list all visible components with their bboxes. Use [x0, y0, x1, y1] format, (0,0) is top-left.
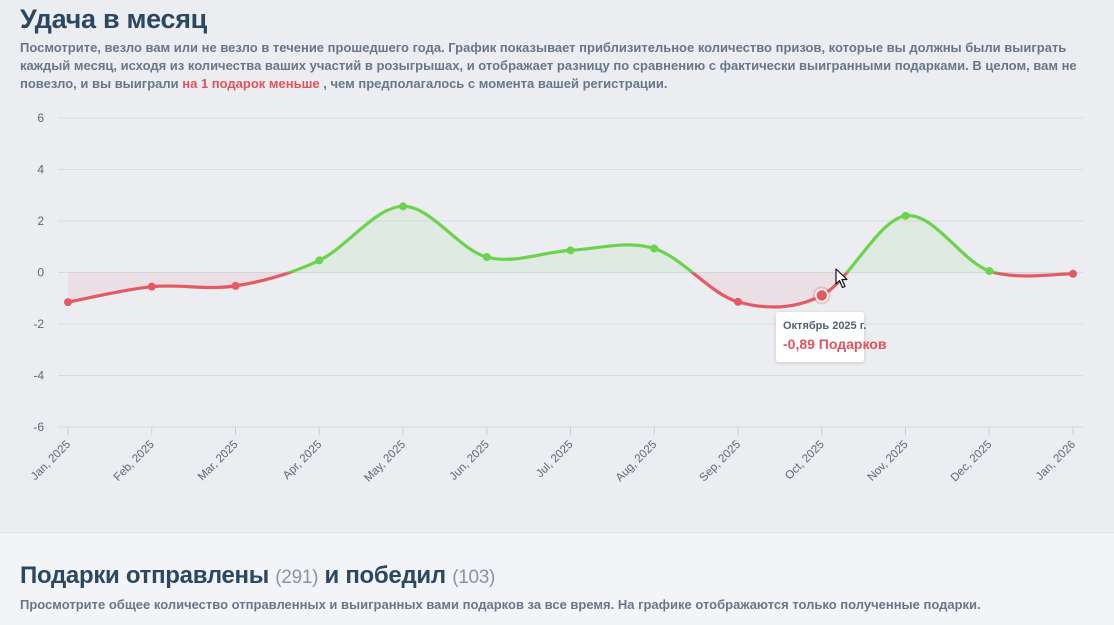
data-point[interactable]: [315, 256, 324, 265]
y-tick-label: 4: [37, 163, 44, 177]
data-point[interactable]: [901, 211, 910, 220]
x-tick-label: Jan, 2026: [1034, 439, 1078, 483]
positive-area: [68, 206, 1073, 273]
data-point[interactable]: [147, 282, 156, 291]
chart-tooltip: Октябрь 2025 г. -0,89 Подарков: [776, 312, 886, 362]
gifts-section-description: Просмотрите общее количество отправленны…: [20, 597, 981, 612]
gifts-sent-label: Подарки отправлены: [20, 562, 269, 589]
x-tick-label: Feb, 2025: [112, 439, 157, 484]
data-point[interactable]: [566, 246, 575, 255]
mouse-cursor-icon: [835, 268, 848, 289]
data-point-hover[interactable]: [815, 288, 829, 303]
x-tick-label: May, 2025: [362, 439, 408, 485]
y-axis: 6 4 2 0 -2 -4 -6: [33, 111, 44, 434]
gifts-won-label: и победил: [324, 562, 447, 589]
y-tick-label: 2: [37, 214, 44, 228]
y-tick-label: -4: [33, 369, 44, 383]
x-tick-label: Oct, 2025: [783, 439, 827, 483]
gifts-sent-count: (291): [275, 567, 319, 588]
x-axis: Jan, 2025 Feb, 2025 Mar, 2025 Apr, 2025 May,…: [29, 439, 1078, 485]
x-tick-label: Dec, 2025: [949, 439, 995, 485]
tooltip-value: -0,89 Подарков: [783, 336, 887, 352]
y-tick-label: 6: [37, 111, 44, 125]
description-text: Посмотрите, везло вам или не везло в теч…: [20, 40, 1077, 91]
data-point[interactable]: [64, 298, 72, 307]
luck-chart[interactable]: 6 4 2 0 -2 -4 -6 Jan, 2025 Feb, 2025 Mar, 2025 Ap…: [0, 100, 1114, 500]
description-highlight: на 1 подарок меньше: [182, 76, 320, 91]
data-point[interactable]: [1069, 269, 1077, 278]
chart-areas: [68, 206, 1073, 308]
y-tick-label: 0: [37, 266, 44, 280]
luck-per-month-section: Удача в месяц Посмотрите, везло вам или …: [0, 4, 1114, 500]
x-tick-label: Aug, 2025: [614, 439, 660, 485]
data-point[interactable]: [985, 266, 994, 275]
tooltip-date: Октябрь 2025 г.: [783, 320, 867, 332]
x-tick-label: Jun, 2025: [448, 439, 492, 483]
chart-grid: [58, 117, 1083, 435]
data-point[interactable]: [650, 244, 659, 253]
data-point[interactable]: [399, 202, 407, 211]
x-tick-label: Jan, 2025: [29, 439, 73, 483]
x-tick-label: Sep, 2025: [698, 439, 744, 485]
section-description: Посмотрите, везло вам или не везло в теч…: [20, 39, 1100, 93]
description-text-end: , чем предполагалось с момента вашей рег…: [323, 76, 668, 91]
x-tick-label: Apr, 2025: [281, 439, 324, 482]
gifts-section-title: Подарки отправлены (291) и победил (103): [20, 562, 495, 590]
x-tick-label: Mar, 2025: [196, 439, 241, 484]
page-title: Удача в месяц: [20, 4, 207, 34]
x-tick-label: Jul, 2025: [534, 439, 575, 480]
data-point[interactable]: [734, 297, 742, 306]
negative-area: [68, 272, 1073, 308]
data-point[interactable]: [231, 281, 240, 290]
chart-points[interactable]: [64, 202, 1077, 307]
data-point[interactable]: [482, 253, 491, 262]
gifts-won-count: (103): [452, 567, 496, 588]
y-tick-label: -2: [33, 317, 44, 331]
gifts-sent-section: [0, 532, 1114, 625]
x-tick-label: Nov, 2025: [866, 439, 911, 484]
y-tick-label: -6: [33, 420, 44, 434]
